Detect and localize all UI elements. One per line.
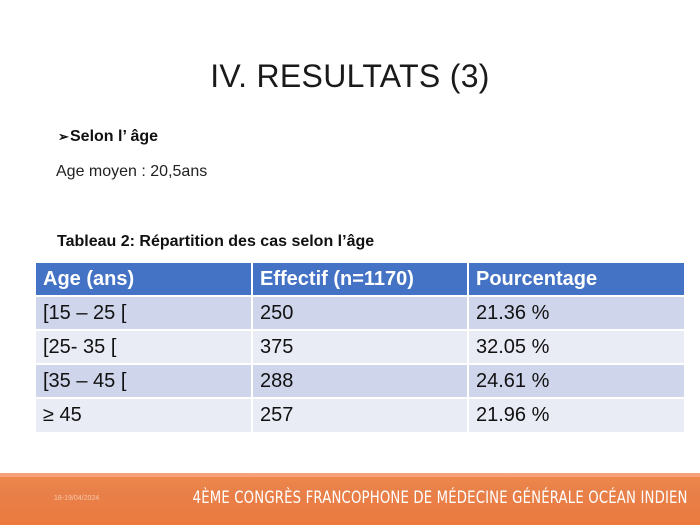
arrow-bullet-icon: ➢ bbox=[58, 129, 69, 144]
cell-age: [25- 35 [ bbox=[36, 329, 253, 364]
table-row: [25- 35 [ 375 32.05 % bbox=[36, 329, 684, 364]
cell-pourcentage: 21.36 % bbox=[468, 295, 684, 330]
footer-date: 18-19/04/2024 bbox=[54, 495, 100, 502]
mean-age-text: Age moyen : 20,5ans bbox=[56, 163, 208, 180]
cell-effectif: 257 bbox=[252, 397, 469, 432]
table-caption: Tableau 2: Répartition des cas selon l’â… bbox=[57, 233, 375, 250]
cell-effectif: 288 bbox=[252, 363, 469, 398]
cell-effectif: 250 bbox=[252, 295, 469, 330]
header-effectif: Effectif (n=1170) bbox=[252, 263, 469, 296]
table-row: [15 – 25 [ 250 21.36 % bbox=[36, 295, 684, 330]
footer-banner: 18-19/04/2024 4ÈME CONGRÈS FRANCOPHONE D… bbox=[0, 473, 700, 525]
table-row: ≥ 45 257 21.96 % bbox=[36, 397, 684, 432]
footer-congress-title: 4ÈME CONGRÈS FRANCOPHONE DE MÉDECINE GÉN… bbox=[192, 488, 688, 508]
footer-stripe bbox=[0, 473, 700, 477]
slide-title: IV. RESULTATS (3) bbox=[210, 58, 490, 94]
cell-age: [35 – 45 [ bbox=[36, 363, 253, 398]
table-row: [35 – 45 [ 288 24.61 % bbox=[36, 363, 684, 398]
cell-pourcentage: 32.05 % bbox=[468, 329, 684, 364]
cell-pourcentage: 24.61 % bbox=[468, 363, 684, 398]
bullet-heading: ➢Selon l’ âge bbox=[58, 128, 158, 146]
cell-age: [15 – 25 [ bbox=[36, 295, 253, 330]
table-header-row: Age (ans) Effectif (n=1170) Pourcentage bbox=[36, 263, 684, 296]
header-age: Age (ans) bbox=[36, 263, 253, 296]
cell-pourcentage: 21.96 % bbox=[468, 397, 684, 432]
bullet-heading-text: Selon l’ âge bbox=[70, 128, 159, 145]
cell-age: ≥ 45 bbox=[36, 397, 253, 432]
header-pourcentage: Pourcentage bbox=[468, 263, 684, 296]
age-distribution-table: Age (ans) Effectif (n=1170) Pourcentage … bbox=[36, 263, 684, 432]
cell-effectif: 375 bbox=[252, 329, 469, 364]
